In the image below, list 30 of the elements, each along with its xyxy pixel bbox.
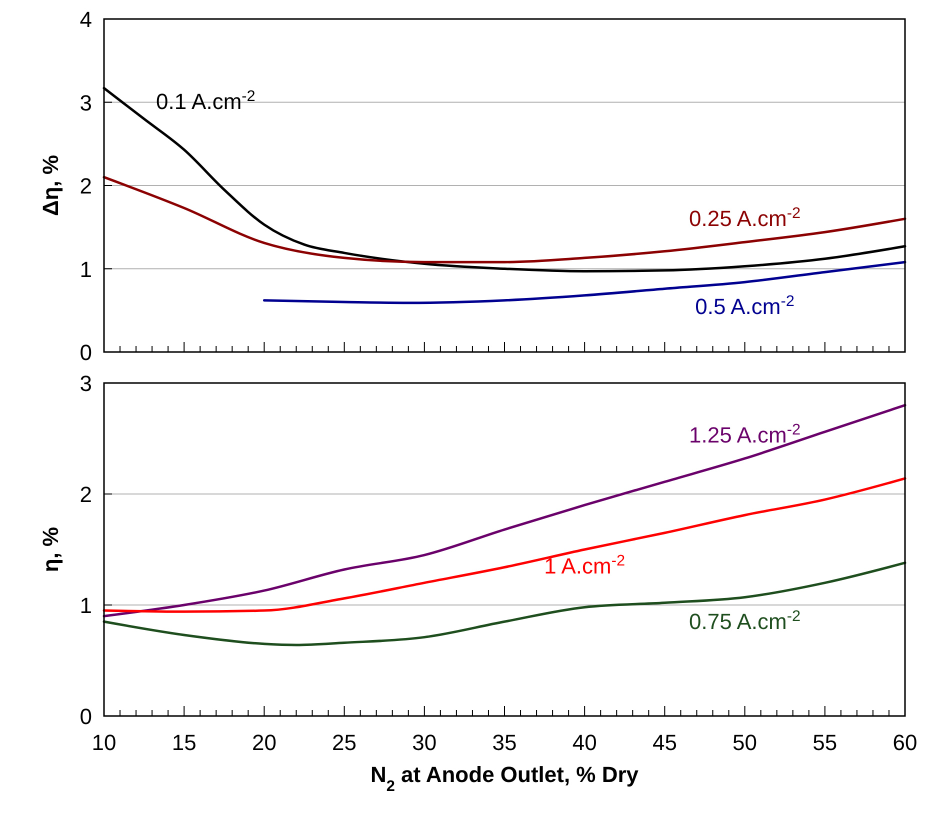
y-tick-label: 3 <box>80 90 92 116</box>
x-tick-label: 45 <box>652 730 677 755</box>
line-series <box>102 176 906 264</box>
x-axis-title: N$_{2}$ at Anode Outlet, % Dry <box>370 762 640 794</box>
y-tick-label: 3 <box>80 371 92 396</box>
y-tick-label: 2 <box>80 482 92 507</box>
series-label: 0.1 A.cm$^{-2}$ <box>156 87 256 114</box>
y-axis-title: η, % <box>38 526 63 572</box>
x-tick-label: 15 <box>172 730 196 755</box>
y-tick-label: 4 <box>80 7 92 32</box>
x-tick-label: 60 <box>892 730 918 755</box>
series-label: 0.25 A.cm$^{-2}$ <box>689 204 801 232</box>
x-tick-label: 20 <box>252 730 276 755</box>
y-tick-label: 1 <box>80 593 92 618</box>
series-label: 1 A.cm$^{-2}$ <box>544 552 626 578</box>
x-tick-label: 55 <box>812 730 838 755</box>
y-axis-title: Δη, % <box>38 154 63 216</box>
y-tick-label: 2 <box>80 174 92 198</box>
y-tick-label: 0 <box>80 340 92 365</box>
y-tick-label: 0 <box>80 704 92 729</box>
series-label: 0.5 A.cm$^{-2}$ <box>695 292 794 320</box>
x-tick-label: 40 <box>572 730 597 755</box>
x-tick-label: 30 <box>412 730 437 755</box>
x-tick-label: 10 <box>92 730 116 755</box>
x-tick-label: 25 <box>332 730 357 755</box>
y-tick-label: 1 <box>80 256 92 282</box>
series-label: 1.25 A.cm$^{-2}$ <box>689 420 801 448</box>
series-label: 0.75 A.cm$^{-2}$ <box>689 608 801 634</box>
x-tick-label: 50 <box>732 730 758 755</box>
x-tick-label: 35 <box>492 730 517 755</box>
